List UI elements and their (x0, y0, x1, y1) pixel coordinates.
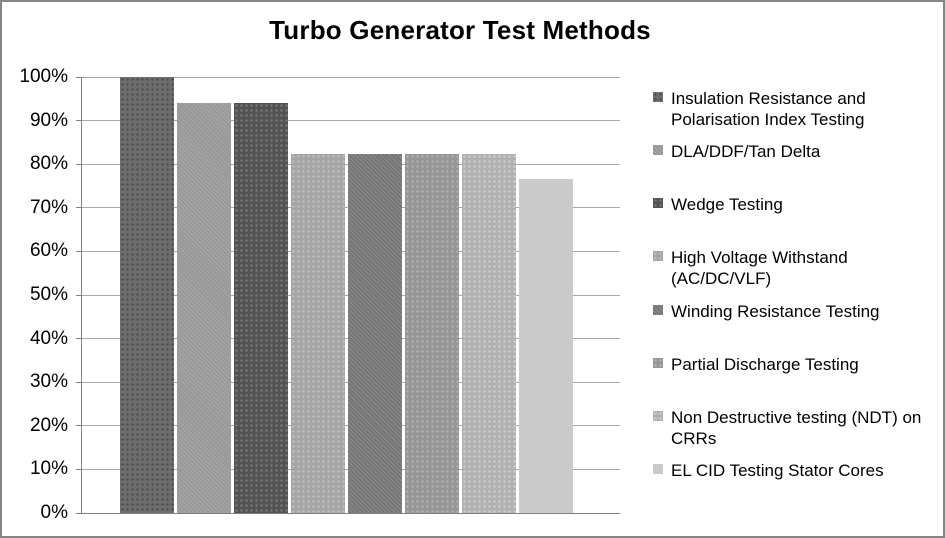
y-axis-tick (76, 338, 82, 340)
legend-label: Winding Resistance Testing (671, 301, 880, 321)
legend-label: Insulation Resistance and Polarisation I… (671, 89, 866, 129)
y-axis-tick (76, 425, 82, 427)
y-tick-label-20: 20% (29, 414, 68, 436)
chart-title: Turbo Generator Test Methods (269, 15, 651, 45)
y-tick-label-80: 80% (29, 153, 68, 175)
legend-swatch-icon (653, 145, 663, 156)
y-axis-tick (76, 250, 82, 252)
legend-swatch-icon (653, 92, 663, 102)
legend-item-7: Non Destructive testing (NDT) on CRRs (653, 407, 921, 449)
y-tick-label-90: 90% (29, 109, 68, 131)
y-axis-tick (76, 163, 82, 165)
legend-swatch-icon (653, 410, 663, 421)
gridline-100% (82, 76, 620, 78)
bar-7 (461, 153, 516, 513)
y-tick-label-50: 50% (29, 284, 68, 305)
y-axis-tick (76, 512, 82, 514)
y-tick-label-30: 30% (29, 371, 68, 393)
legend-label: DLA/DDF/Tan Delta (671, 142, 821, 162)
legend-swatch-icon (653, 198, 663, 209)
plot-area (76, 76, 620, 514)
y-tick-label-40: 40% (29, 327, 68, 349)
legend-label: Non Destructive testing (NDT) on CRRs (671, 407, 922, 448)
legend-item-1: Insulation Resistance and Polarisation I… (653, 88, 866, 130)
legend-swatch-icon (653, 304, 663, 315)
bar-2 (177, 102, 232, 513)
legend-label: EL CID Testing Stator Cores (671, 461, 884, 481)
y-tick-label-60: 60% (29, 240, 68, 262)
legend-item-4: High Voltage Withstand (AC/DC/VLF) (653, 247, 848, 289)
y-axis-tick (76, 207, 82, 209)
legend-label: Partial Discharge Testing (671, 354, 859, 374)
bar-1 (120, 77, 175, 513)
y-tick-label-10: 10% (29, 458, 68, 480)
y-axis-tick (76, 468, 82, 470)
gridline-90% (82, 120, 620, 122)
legend-item-6: Partial Discharge Testing (653, 354, 859, 375)
legend-label: High Voltage Withstand (AC/DC/VLF) (671, 248, 848, 289)
legend-item-3: Wedge Testing (653, 194, 783, 215)
bar-5 (347, 153, 402, 513)
legend-item-8: EL CID Testing Stator Cores (653, 460, 884, 481)
legend-item-2: DLA/DDF/Tan Delta (653, 141, 820, 162)
bar-6 (404, 153, 459, 513)
legend-swatch-icon (653, 357, 663, 368)
legend-swatch-icon (653, 251, 663, 262)
y-tick-label-0: 0% (40, 502, 68, 523)
y-tick-label-100: 100% (19, 66, 68, 87)
legend-label: Wedge Testing (671, 195, 783, 215)
bar-8 (518, 179, 573, 513)
legend-item-5: Winding Resistance Testing (653, 301, 880, 322)
y-axis-tick (76, 76, 82, 78)
y-tick-label-70: 70% (29, 196, 68, 218)
y-axis-tick (76, 294, 82, 296)
bar-4 (291, 153, 345, 513)
y-axis-tick (76, 120, 82, 122)
bar-3 (234, 102, 289, 513)
legend-swatch-icon (653, 464, 663, 475)
y-axis-tick (76, 381, 82, 383)
